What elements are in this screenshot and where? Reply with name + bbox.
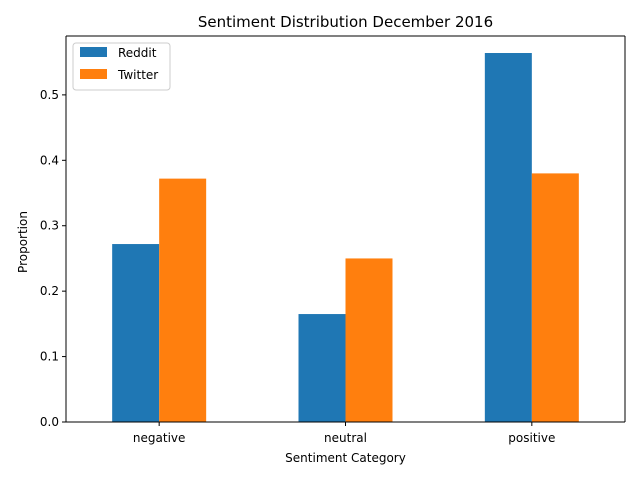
legend-swatch-twitter: [80, 69, 107, 79]
legend-label-twitter: Twitter: [117, 68, 158, 82]
y-axis-label: Proportion: [16, 211, 30, 273]
bar-reddit-positive: [484, 53, 532, 423]
legend: Reddit Twitter: [72, 42, 171, 91]
bar-reddit-negative: [112, 244, 160, 422]
y-tick-label: 0.1: [40, 350, 59, 364]
bar-twitter-negative: [159, 178, 207, 422]
bar-twitter-neutral: [345, 258, 393, 422]
chart-title: Sentiment Distribution December 2016: [198, 13, 493, 31]
x-ticks-group: negative neutral positive: [133, 422, 555, 445]
y-tick-label: 0.5: [40, 88, 59, 102]
x-axis-label: Sentiment Category: [285, 451, 406, 465]
legend-label-reddit: Reddit: [118, 46, 157, 60]
y-tick-label: 0.4: [40, 153, 59, 167]
x-tick-label: neutral: [324, 431, 367, 445]
bars-group: [112, 53, 579, 423]
x-tick-label: positive: [508, 431, 555, 445]
y-tick-label: 0.2: [40, 284, 59, 298]
bar-twitter-positive: [531, 173, 579, 422]
bar-reddit-neutral: [298, 314, 346, 422]
y-tick-label: 0.0: [40, 415, 59, 429]
x-tick-label: negative: [133, 431, 185, 445]
y-ticks-group: 0.0 0.1 0.2 0.3 0.4 0.5: [40, 88, 66, 429]
legend-swatch-reddit: [80, 47, 107, 57]
y-tick-label: 0.3: [40, 219, 59, 233]
